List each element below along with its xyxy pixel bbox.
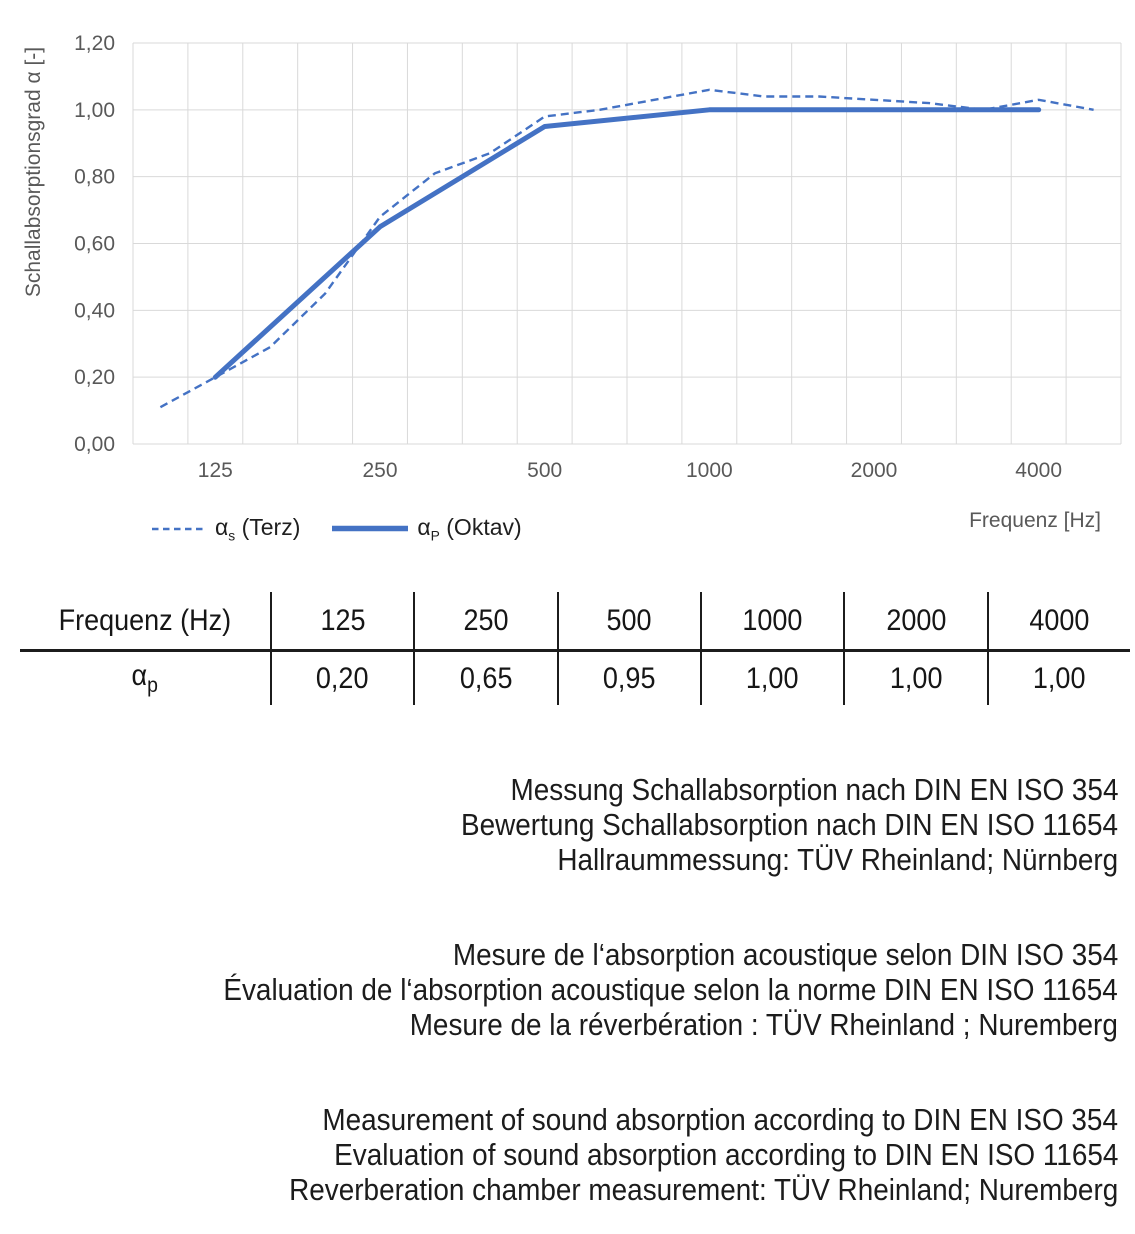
alpha-p-line — [212, 107, 1042, 380]
table-header-250: 250 — [413, 592, 557, 652]
alpha-s-line — [159, 88, 1094, 409]
note-line: Mesure de la réverbération : TÜV Rheinla… — [409, 1007, 1118, 1042]
x-tick-label: 500 — [527, 459, 562, 482]
note-line: Evaluation of sound absorption according… — [333, 1137, 1118, 1172]
table-value-125: 0,20 — [270, 652, 413, 705]
note-line: Reverberation chamber measurement: TÜV R… — [288, 1172, 1118, 1207]
table-row-label-alpha-p: αp — [131, 659, 159, 697]
table-header-125: 125 — [270, 592, 414, 652]
notes-german: Messung Schallabsorption nach DIN EN ISO… — [388, 772, 1118, 877]
note-line: Messung Schallabsorption nach DIN EN ISO… — [510, 772, 1118, 807]
note-line: Évaluation de l‘absorption acoustique se… — [223, 972, 1118, 1007]
table-value-500: 0,95 — [556, 652, 700, 705]
x-tick-label: 4000 — [1015, 459, 1062, 482]
chart-legend: αs (Terz) αP (Oktav) — [152, 514, 522, 544]
note-line: Mesure de l‘absorption acoustique selon … — [452, 937, 1118, 972]
x-tick-label: 250 — [362, 459, 397, 482]
table-header-1000: 1000 — [699, 592, 844, 652]
y-tick-label: 0,60 — [74, 233, 115, 256]
table-header-500: 500 — [556, 592, 700, 652]
solid-line-key-icon — [332, 526, 409, 532]
legend-item-alpha-p: αP (Oktav) — [332, 514, 522, 544]
table-value-1000: 1,00 — [699, 652, 843, 705]
absorption-chart: 0,00 0,20 0,40 0,60 0,80 1,00 1,20 125 250 500 100… — [74, 32, 1122, 482]
note-line: Bewertung Schallabsorption nach DIN EN I… — [460, 807, 1118, 842]
x-tick-label: 1000 — [686, 459, 733, 482]
x-axis-title: Frequenz [Hz] — [969, 509, 1101, 532]
y-tick-label: 1,20 — [74, 32, 115, 55]
x-tick-label: 125 — [198, 459, 233, 482]
note-line: Measurement of sound absorption accordin… — [322, 1102, 1118, 1137]
table-header-4000: 4000 — [986, 592, 1130, 652]
table-header-frequency: Frequenz (Hz) — [20, 592, 270, 652]
y-tick-label: 0,00 — [74, 433, 115, 456]
notes-english: Measurement of sound absorption accordin… — [197, 1102, 1118, 1207]
table-value-4000: 1,00 — [986, 652, 1130, 705]
legend-item-alpha-s: αs (Terz) — [152, 514, 300, 544]
y-tick-label: 0,40 — [74, 299, 115, 322]
table-value-250: 0,65 — [413, 652, 556, 705]
x-tick-label: 2000 — [851, 459, 898, 482]
alpha-p-table: Frequenz (Hz) 125 250 500 1000 2000 4000… — [20, 592, 1130, 705]
note-line: Hallraummessung: TÜV Rheinland; Nürnberg — [557, 842, 1118, 877]
legend-label-alpha-p: αP (Oktav) — [417, 514, 522, 544]
y-tick-label: 0,80 — [74, 166, 115, 189]
y-axis-title: Schallabsorptionsgrad α [-] — [22, 46, 45, 298]
y-tick-label: 0,20 — [74, 366, 115, 389]
legend-label-alpha-s: αs (Terz) — [215, 514, 301, 544]
dashed-line-key-icon — [152, 527, 206, 531]
table-header-2000: 2000 — [843, 592, 987, 652]
notes-french: Mesure de l‘absorption acoustique selon … — [124, 937, 1118, 1042]
y-tick-label: 1,00 — [74, 99, 115, 122]
table-value-2000: 1,00 — [843, 652, 986, 705]
